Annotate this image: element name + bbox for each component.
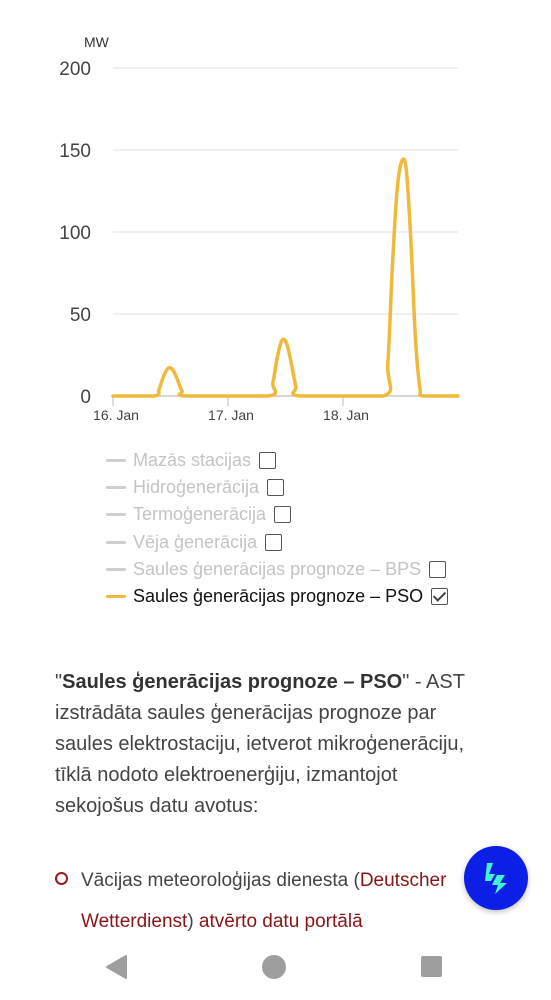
legend-item[interactable]: Mazās stacijas (106, 447, 448, 474)
floating-action-button[interactable] (464, 846, 528, 910)
solar-generation-chart: 0 50 100 150 200 MW 16. Jan 17. Jan 18. Jan (59, 34, 460, 423)
series-line-solar-pso (111, 157, 460, 398)
y-tick-label: 150 (59, 141, 91, 162)
legend-label: Saules ģenerācijas prognoze – BPS (133, 558, 422, 579)
chart-gridlines (113, 67, 458, 315)
bullet-text-mid: ) (187, 911, 199, 932)
chart-legend: Mazās stacijas Hidroģenerācija Termoģenerā… (106, 447, 449, 610)
lightning-bolt-icon (485, 863, 507, 894)
legend-label: Mazās stacijas (133, 450, 252, 471)
checkbox-icon[interactable] (429, 560, 447, 578)
open-data-portal-link[interactable]: atvērto datu portālā (198, 911, 363, 932)
x-tick-label: 16. Jan (93, 407, 139, 423)
chart-axes: 0 50 100 150 200 MW 16. Jan 17. Jan 18. Jan (59, 34, 458, 423)
quote-open: " (55, 671, 63, 693)
bullet-circle-icon (55, 872, 68, 885)
legend-label: Vēja ģenerācija (133, 531, 258, 552)
legend-item[interactable]: Vēja ģenerācija (106, 529, 448, 556)
legend-swatch (106, 486, 126, 490)
legend-label: Termoģenerācija (133, 504, 267, 525)
description-title: Saules ģenerācijas prognoze – PSO (62, 671, 403, 693)
y-tick-label: 0 (80, 387, 91, 408)
legend-label: Saules ģenerācijas prognoze – PSO (133, 586, 424, 607)
legend-item[interactable]: Saules ģenerācijas prognoze – BPS (106, 556, 448, 583)
legend-item[interactable]: Termoģenerācija (106, 501, 448, 528)
dwd-link[interactable]: Deutscher Wetterdienst (81, 870, 447, 932)
checkbox-icon[interactable] (259, 452, 277, 470)
android-navigation-bar (0, 936, 551, 1000)
x-tick-label: 18. Jan (323, 407, 369, 423)
legend-swatch (106, 459, 126, 463)
data-source-list-item: Vācijas meteoroloģijas dienesta (Deutsch… (55, 860, 475, 942)
legend-swatch (106, 513, 126, 517)
legend-label: Hidroģenerācija (133, 477, 260, 498)
y-tick-label: 100 (59, 223, 91, 244)
legend-swatch (106, 540, 126, 544)
y-tick-label: 200 (59, 59, 91, 80)
checkbox-icon[interactable] (274, 506, 292, 524)
legend-item[interactable]: Saules ģenerācijas prognoze – PSO (106, 583, 449, 610)
checkbox-icon[interactable] (267, 479, 285, 497)
recent-square-icon[interactable] (420, 955, 443, 978)
y-tick-label: 50 (70, 305, 91, 326)
legend-swatch (106, 595, 126, 599)
description-text: " - AST izstrādāta saules ģenerācijas pr… (55, 671, 465, 817)
home-circle-icon[interactable] (261, 954, 287, 980)
chart-series (111, 157, 460, 398)
bullet-text: Vācijas meteoroloģijas dienesta ( (81, 870, 360, 891)
back-triangle-icon[interactable] (104, 954, 128, 980)
legend-item[interactable]: Hidroģenerācija (106, 474, 448, 501)
y-axis-unit: MW (84, 34, 110, 50)
description-paragraph: "Saules ģenerācijas prognoze – PSO" - AS… (55, 667, 485, 822)
checkbox-checked-icon[interactable] (431, 588, 449, 606)
checkbox-icon[interactable] (265, 533, 283, 551)
x-tick-label: 17. Jan (208, 407, 254, 423)
legend-swatch (106, 567, 126, 571)
